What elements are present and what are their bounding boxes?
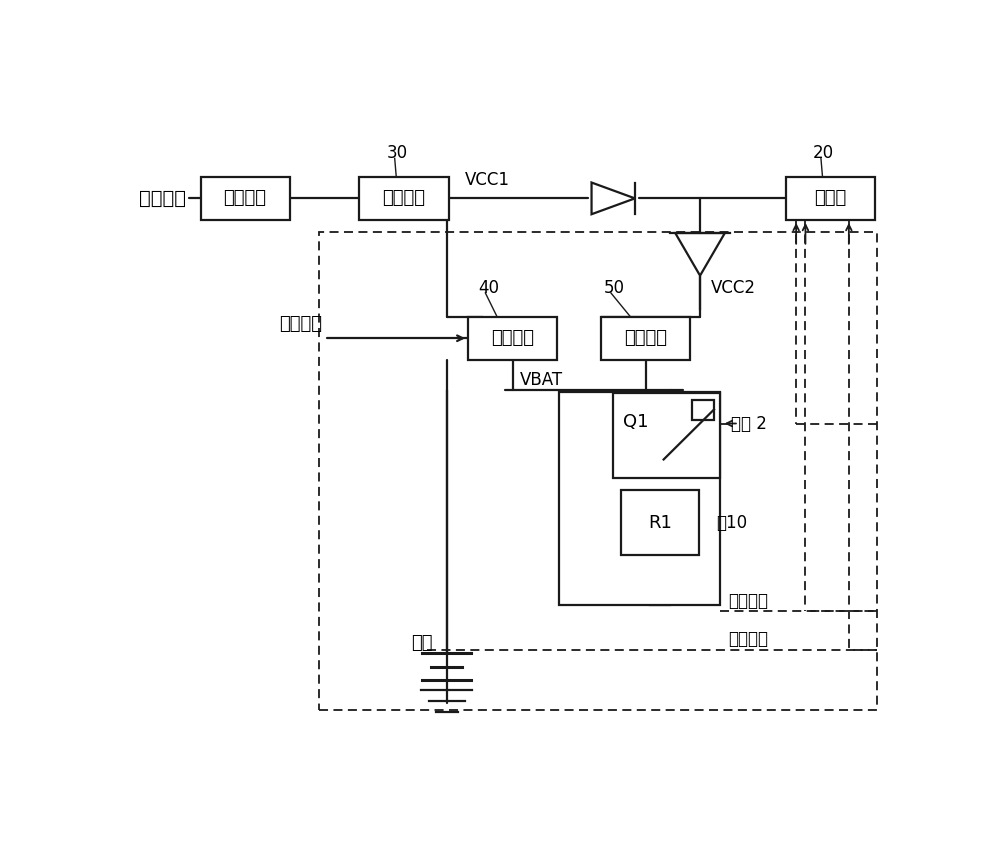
Text: 使能 2: 使能 2 <box>731 414 767 432</box>
Bar <box>201 176 290 220</box>
Text: 20: 20 <box>813 144 834 162</box>
Text: 放电模块: 放电模块 <box>624 330 667 347</box>
Text: 充电模块: 充电模块 <box>491 330 534 347</box>
Text: 保护电路: 保护电路 <box>224 189 267 208</box>
Text: 控制器: 控制器 <box>814 189 846 208</box>
Text: VCC2: VCC2 <box>711 279 756 297</box>
Bar <box>359 176 449 220</box>
Bar <box>468 317 557 360</box>
Text: 50: 50 <box>604 279 625 298</box>
Text: 电压检测: 电压检测 <box>728 592 768 610</box>
Bar <box>601 317 690 360</box>
Text: 30: 30 <box>387 144 408 162</box>
Text: 充电控制: 充电控制 <box>280 315 323 333</box>
Text: 电源模块: 电源模块 <box>382 189 426 208</box>
Text: R1: R1 <box>648 514 672 532</box>
Bar <box>692 400 714 420</box>
Text: 温度检测: 温度检测 <box>728 631 768 648</box>
Text: Q1: Q1 <box>623 413 648 431</box>
Text: 40: 40 <box>478 279 499 298</box>
Bar <box>621 490 698 555</box>
Text: VBAT: VBAT <box>520 370 563 388</box>
Text: 汽车电源: 汽车电源 <box>139 189 186 208</box>
Text: 电池: 电池 <box>411 634 433 652</box>
Bar <box>613 393 720 478</box>
Bar <box>559 392 720 605</box>
Text: ～10: ～10 <box>716 514 747 532</box>
Bar <box>319 232 877 710</box>
Text: VCC1: VCC1 <box>464 170 509 189</box>
Bar <box>786 176 875 220</box>
